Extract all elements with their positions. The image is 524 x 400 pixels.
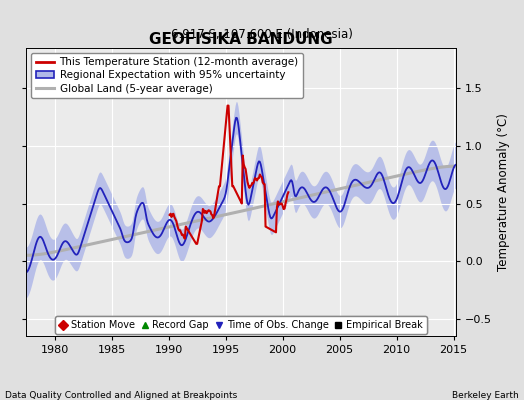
Legend: Station Move, Record Gap, Time of Obs. Change, Empirical Break: Station Move, Record Gap, Time of Obs. C… — [56, 316, 427, 334]
Text: Data Quality Controlled and Aligned at Breakpoints: Data Quality Controlled and Aligned at B… — [5, 391, 237, 400]
Text: 6.917 S, 107.600 E (Indonesia): 6.917 S, 107.600 E (Indonesia) — [171, 28, 353, 41]
Title: GEOFISIKA BANDUNG: GEOFISIKA BANDUNG — [149, 32, 333, 47]
Y-axis label: Temperature Anomaly (°C): Temperature Anomaly (°C) — [497, 113, 510, 271]
Text: Berkeley Earth: Berkeley Earth — [452, 391, 519, 400]
